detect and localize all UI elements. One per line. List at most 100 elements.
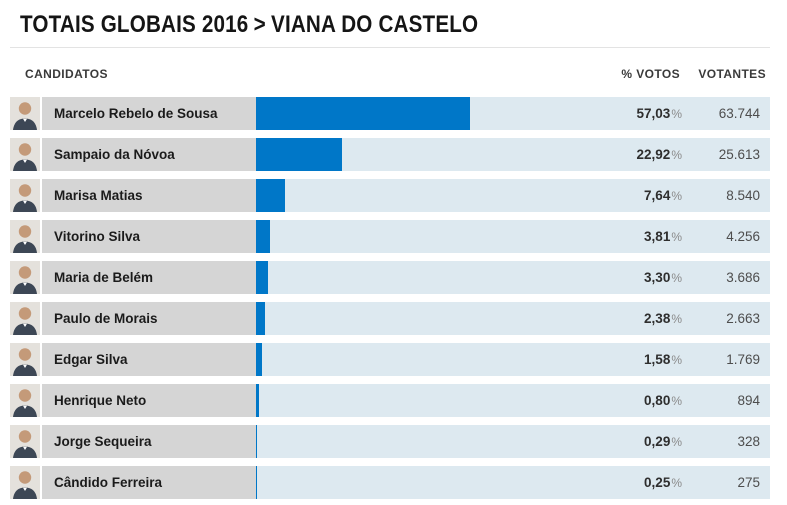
person-portrait-icon — [10, 425, 40, 458]
vote-share-bar — [256, 97, 470, 130]
vote-count: 4.256 — [726, 229, 760, 244]
candidate-row: Edgar Silva 1,58% 1.769 — [10, 343, 770, 376]
vote-count: 63.744 — [718, 106, 760, 121]
candidate-row: Cândido Ferreira 0,25% 275 — [10, 466, 770, 499]
vote-share-bar — [256, 138, 342, 171]
vote-share-track: 0,29% 328 — [256, 425, 770, 458]
candidate-photo — [10, 425, 40, 458]
candidate-photo — [10, 220, 40, 253]
person-portrait-icon — [10, 220, 40, 253]
vote-count: 328 — [737, 434, 760, 449]
candidate-name: Vitorino Silva — [42, 220, 256, 253]
person-portrait-icon — [10, 179, 40, 212]
candidate-name: Jorge Sequeira — [42, 425, 256, 458]
vote-count: 1.769 — [726, 352, 760, 367]
percent-sign: % — [671, 394, 682, 408]
vote-percentage: 0,80% — [644, 393, 682, 408]
candidate-name: Marcelo Rebelo de Sousa — [42, 97, 256, 130]
vote-share-track: 2,38% 2.663 — [256, 302, 770, 335]
breadcrumb: TOTAIS GLOBAIS 2016 > VIANA DO CASTELO — [20, 12, 665, 37]
vote-share-track: 22,92% 25.613 — [256, 138, 770, 171]
column-header-percent-votes: % VOTOS — [621, 67, 680, 81]
vote-percentage: 0,25% — [644, 475, 682, 490]
vote-share-track: 0,80% 894 — [256, 384, 770, 417]
candidate-photo — [10, 179, 40, 212]
candidate-row: Jorge Sequeira 0,29% 328 — [10, 425, 770, 458]
person-portrait-icon — [10, 302, 40, 335]
vote-percentage: 1,58% — [644, 352, 682, 367]
percent-sign: % — [671, 435, 682, 449]
candidate-photo — [10, 466, 40, 499]
breadcrumb-separator: > — [253, 11, 266, 38]
vote-share-track: 3,30% 3.686 — [256, 261, 770, 294]
vote-percentage: 3,30% — [644, 270, 682, 285]
candidate-photo — [10, 343, 40, 376]
candidate-name: Sampaio da Nóvoa — [42, 138, 256, 171]
table-header: CANDIDATOS % VOTOS VOTANTES — [10, 67, 770, 81]
vote-share-track: 57,03% 63.744 — [256, 97, 770, 130]
vote-share-track: 0,25% 275 — [256, 466, 770, 499]
vote-share-track: 3,81% 4.256 — [256, 220, 770, 253]
breadcrumb-root-link[interactable]: TOTAIS GLOBAIS 2016 — [20, 11, 249, 38]
candidate-row: Paulo de Morais 2,38% 2.663 — [10, 302, 770, 335]
candidate-row: Sampaio da Nóvoa 22,92% 25.613 — [10, 138, 770, 171]
vote-share-bar — [256, 343, 262, 376]
percent-sign: % — [671, 148, 682, 162]
vote-count: 25.613 — [718, 147, 760, 162]
vote-percentage: 7,64% — [644, 188, 682, 203]
vote-share-bar — [256, 384, 259, 417]
vote-count: 8.540 — [726, 188, 760, 203]
vote-share-track: 1,58% 1.769 — [256, 343, 770, 376]
candidate-name: Edgar Silva — [42, 343, 256, 376]
candidate-row: Vitorino Silva 3,81% 4.256 — [10, 220, 770, 253]
column-header-candidates: CANDIDATOS — [25, 67, 108, 81]
percent-sign: % — [671, 189, 682, 203]
percent-sign: % — [671, 312, 682, 326]
candidate-photo — [10, 261, 40, 294]
percent-sign: % — [671, 353, 682, 367]
candidate-name: Cândido Ferreira — [42, 466, 256, 499]
vote-share-bar — [256, 425, 258, 458]
breadcrumb-current: VIANA DO CASTELO — [271, 11, 479, 38]
candidate-row: Marcelo Rebelo de Sousa 57,03% 63.744 — [10, 97, 770, 130]
vote-percentage: 22,92% — [636, 147, 682, 162]
column-header-voters: VOTANTES — [698, 67, 766, 81]
person-portrait-icon — [10, 466, 40, 499]
vote-percentage: 0,29% — [644, 434, 682, 449]
candidate-row: Maria de Belém 3,30% 3.686 — [10, 261, 770, 294]
percent-sign: % — [671, 107, 682, 121]
results-list: Marcelo Rebelo de Sousa 57,03% 63.744 Sa… — [10, 97, 770, 499]
candidate-name: Henrique Neto — [42, 384, 256, 417]
percent-sign: % — [671, 271, 682, 285]
vote-percentage: 2,38% — [644, 311, 682, 326]
vote-percentage: 3,81% — [644, 229, 682, 244]
person-portrait-icon — [10, 384, 40, 417]
person-portrait-icon — [10, 343, 40, 376]
person-portrait-icon — [10, 97, 40, 130]
vote-share-bar — [256, 302, 265, 335]
vote-share-track: 7,64% 8.540 — [256, 179, 770, 212]
candidate-photo — [10, 302, 40, 335]
candidate-name: Maria de Belém — [42, 261, 256, 294]
vote-count: 2.663 — [726, 311, 760, 326]
person-portrait-icon — [10, 261, 40, 294]
vote-share-bar — [256, 261, 269, 294]
percent-sign: % — [671, 476, 682, 490]
vote-share-bar — [256, 466, 257, 499]
vote-share-bar — [256, 220, 271, 253]
candidate-photo — [10, 97, 40, 130]
vote-count: 3.686 — [726, 270, 760, 285]
vote-percentage: 57,03% — [636, 106, 682, 121]
candidate-row: Henrique Neto 0,80% 894 — [10, 384, 770, 417]
person-portrait-icon — [10, 138, 40, 171]
candidate-name: Paulo de Morais — [42, 302, 256, 335]
vote-count: 275 — [737, 475, 760, 490]
candidate-row: Marisa Matias 7,64% 8.540 — [10, 179, 770, 212]
title-divider — [10, 47, 770, 48]
percent-sign: % — [671, 230, 682, 244]
candidate-photo — [10, 138, 40, 171]
candidate-name: Marisa Matias — [42, 179, 256, 212]
vote-count: 894 — [737, 393, 760, 408]
candidate-photo — [10, 384, 40, 417]
